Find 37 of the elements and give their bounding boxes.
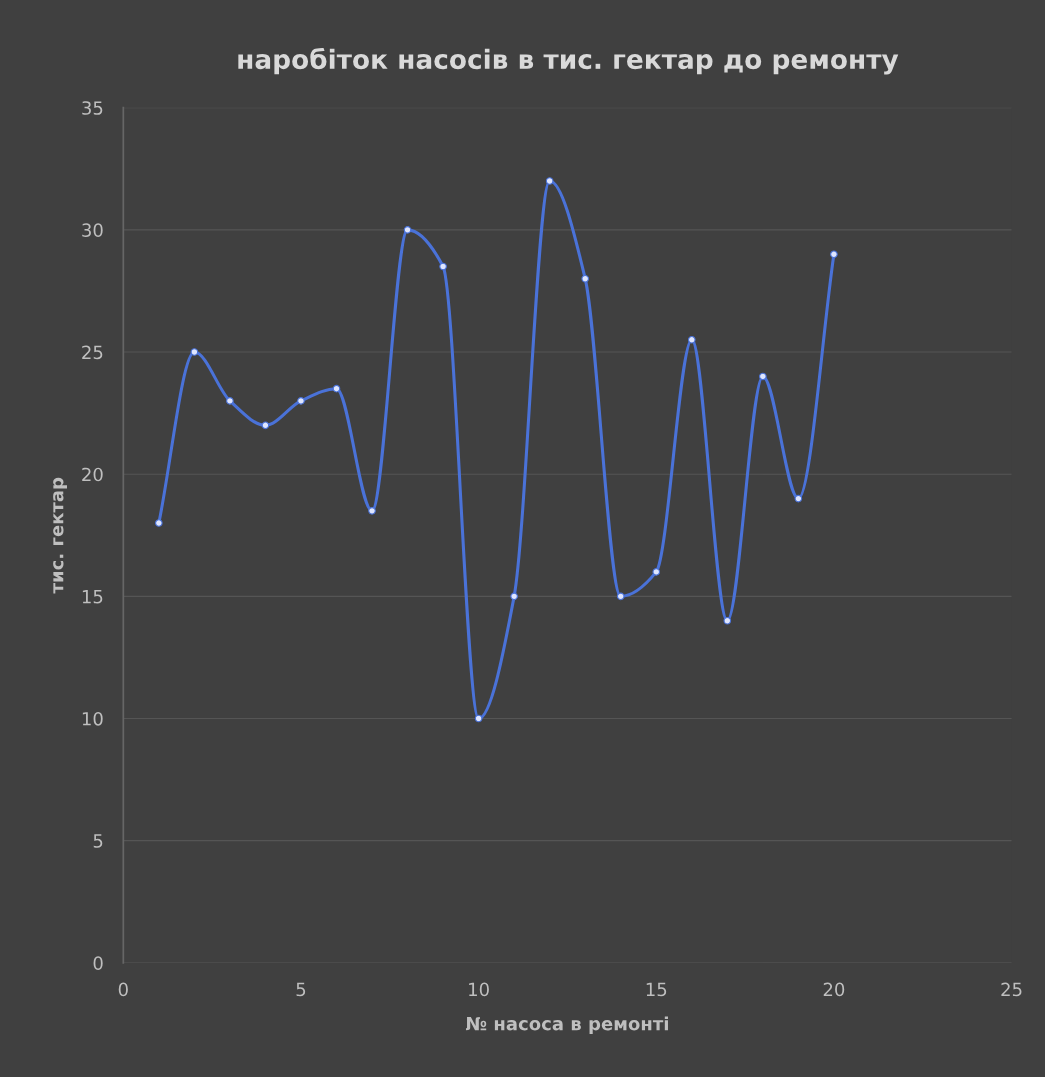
x-tick-label: 5 xyxy=(296,982,306,997)
x-tick-label: 25 xyxy=(1001,982,1022,997)
point xyxy=(226,397,234,405)
point xyxy=(794,494,803,503)
point xyxy=(581,274,590,283)
point xyxy=(403,226,412,234)
chart-title: наробіток насосів в тис. гектар до ремонту xyxy=(238,47,899,75)
y-tick-label: 20 xyxy=(82,467,103,482)
y-tick-label: 35 xyxy=(82,101,103,115)
y-tick-label: 10 xyxy=(82,711,103,726)
point xyxy=(545,177,554,185)
y-tick-label: 5 xyxy=(93,834,103,848)
x-tick-label: 20 xyxy=(823,982,845,997)
y-tick-label: 25 xyxy=(82,345,103,360)
point xyxy=(155,519,163,527)
y-tick-label: 0 xyxy=(93,956,103,970)
point xyxy=(830,250,838,259)
point xyxy=(368,507,376,515)
point xyxy=(190,348,199,356)
x-axis-title: № насоса в ремонті xyxy=(465,1016,668,1034)
y-tick-label: 30 xyxy=(82,223,103,237)
point xyxy=(297,397,305,405)
x-tick-label: 15 xyxy=(646,982,667,997)
point xyxy=(261,421,270,430)
x-tick-label: 10 xyxy=(469,982,489,997)
point xyxy=(616,592,625,601)
point xyxy=(759,372,767,381)
point xyxy=(723,616,732,625)
point xyxy=(652,568,661,576)
y-tick-label: 15 xyxy=(82,590,103,604)
point xyxy=(510,592,518,601)
point xyxy=(474,714,483,723)
x-tick-label: 0 xyxy=(118,982,128,997)
point xyxy=(439,262,447,271)
y-axis-title: тис. гектар xyxy=(53,477,67,594)
point xyxy=(332,384,341,393)
point xyxy=(687,335,696,344)
